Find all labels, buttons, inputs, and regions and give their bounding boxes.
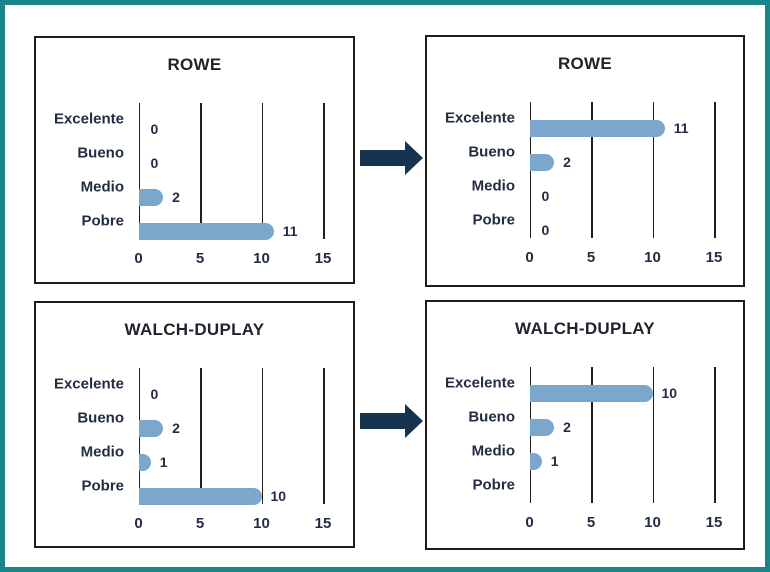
- category-label: Bueno: [468, 408, 515, 426]
- bar: [138, 419, 164, 437]
- bar: [529, 153, 555, 171]
- chart-panel-rowe-after: ROWE 0 5 10 15 Excelente 11 Bueno 2 Medio 0 Pobre 0: [425, 35, 745, 287]
- chart-panel-walch-duplay-before: WALCH-DUPLAY 0 5 10 15 Excelente 0 Bueno 2 Medio…: [34, 301, 355, 548]
- plot-area: 0 5 10 15 Excelente 0 Bueno 0 Medio 2 Pobre 11: [36, 38, 353, 282]
- bar: [138, 487, 262, 505]
- chart-title: ROWE: [167, 55, 222, 74]
- bar: [138, 453, 151, 471]
- arrow-right-icon: [360, 141, 423, 175]
- x-tick-label: 5: [195, 515, 205, 532]
- gridline: [138, 103, 140, 239]
- plot-area: 0 5 10 15 Excelente 0 Bueno 2 Medio 1 Pobre 10: [36, 303, 353, 546]
- category-label: Excelente: [444, 374, 515, 392]
- category-label: Pobre: [472, 211, 515, 229]
- arrow-right-shape: [360, 141, 423, 175]
- x-tick-label: 15: [314, 250, 332, 267]
- bar: [529, 452, 542, 470]
- x-tick-label: 0: [134, 250, 143, 267]
- x-tick-label: 15: [705, 249, 723, 266]
- gridline: [261, 368, 263, 504]
- category-label: Bueno: [77, 409, 124, 427]
- value-label: 1: [550, 453, 559, 469]
- x-tick-label: 10: [253, 515, 270, 532]
- bar: [529, 384, 653, 402]
- category-label: Pobre: [81, 212, 124, 230]
- plot-area: 0 5 10 15 Excelente 10 Bueno 2 Medio 1 Pobre: [427, 302, 743, 548]
- x-tick-label: 0: [525, 514, 534, 531]
- x-tick-label: 0: [525, 249, 534, 266]
- category-label: Medio: [471, 442, 515, 460]
- arrow-right-icon: [360, 404, 423, 438]
- value-label: 10: [270, 488, 287, 504]
- chart-panel-walch-duplay-after: WALCH-DUPLAY 0 5 10 15 Excelente 10 Bueno 2 Medi…: [425, 300, 745, 550]
- plot-area: 0 5 10 15 Excelente 11 Bueno 2 Medio 0 Pobre 0: [427, 37, 743, 285]
- x-tick-label: 5: [586, 514, 596, 531]
- gridline: [323, 368, 325, 504]
- x-tick-label: 10: [644, 514, 661, 531]
- category-label: Excelente: [444, 109, 515, 127]
- gridline: [200, 368, 202, 504]
- gridline: [591, 367, 593, 503]
- value-label: 2: [172, 420, 180, 436]
- category-label: Excelente: [53, 110, 124, 128]
- x-tick-label: 5: [586, 249, 596, 266]
- value-label: 0: [150, 155, 159, 171]
- arrow-right-shape: [360, 404, 423, 438]
- category-label: Excelente: [53, 375, 124, 393]
- x-tick-label: 15: [314, 515, 332, 532]
- category-label: Medio: [471, 177, 515, 195]
- gridline: [591, 102, 593, 238]
- value-label: 10: [661, 385, 678, 401]
- value-label: 2: [172, 189, 180, 205]
- x-tick-label: 10: [253, 250, 270, 267]
- gridline: [323, 103, 325, 239]
- value-label: 2: [563, 419, 571, 435]
- value-label: 0: [150, 121, 159, 137]
- chart-panel-rowe-before: ROWE 0 5 10 15 Excelente 0 Bueno 0 Medio 2 Pobre 11: [34, 36, 355, 284]
- x-tick-label: 15: [705, 514, 723, 531]
- bar: [138, 188, 164, 206]
- category-label: Pobre: [472, 476, 515, 494]
- x-tick-label: 0: [134, 515, 143, 532]
- gridline: [714, 102, 716, 238]
- category-label: Pobre: [81, 477, 124, 495]
- gridline: [652, 367, 654, 503]
- value-label: 1: [159, 454, 168, 470]
- value-label: 0: [541, 188, 550, 204]
- value-label: 11: [282, 223, 298, 239]
- chart-title: ROWE: [557, 54, 613, 73]
- x-tick-label: 10: [644, 249, 661, 266]
- gridline: [200, 103, 202, 239]
- gridline: [261, 103, 263, 239]
- category-label: Bueno: [77, 144, 124, 162]
- chart-title: WALCH-DUPLAY: [124, 320, 265, 339]
- chart-title: WALCH-DUPLAY: [515, 319, 655, 338]
- gridline: [714, 367, 716, 503]
- category-label: Bueno: [468, 143, 515, 161]
- value-label: 11: [673, 120, 689, 136]
- gridline: [652, 102, 654, 238]
- bar: [138, 222, 274, 240]
- category-label: Medio: [80, 443, 124, 461]
- bar: [529, 119, 665, 137]
- value-label: 0: [541, 222, 550, 238]
- x-tick-label: 5: [195, 250, 205, 267]
- value-label: 2: [563, 154, 571, 170]
- bar: [529, 418, 555, 436]
- value-label: 0: [150, 386, 159, 402]
- category-label: Medio: [80, 178, 124, 196]
